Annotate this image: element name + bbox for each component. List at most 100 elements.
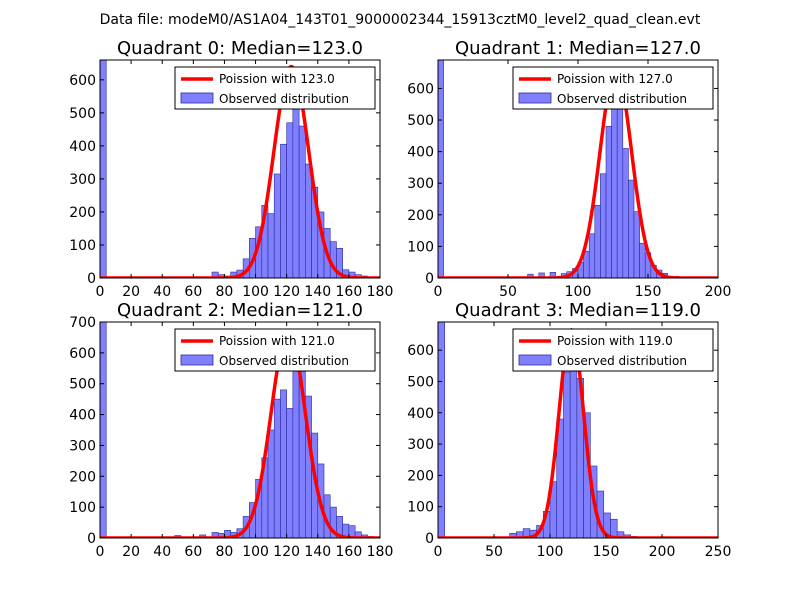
quadrant-1-bar-17 bbox=[633, 211, 640, 278]
quadrant-3-legend: Poission with 119.0 Observed distribution bbox=[512, 328, 714, 372]
quadrant-2-ytick-label: 400 bbox=[69, 408, 96, 424]
quadrant-2-xtick-label: 80 bbox=[216, 544, 234, 560]
quadrant-1-ytick-label: 300 bbox=[407, 176, 434, 192]
quadrant-1-bar-3 bbox=[549, 272, 556, 278]
quadrant-2-bar-16 bbox=[292, 352, 300, 538]
quadrant-2-panel: Quadrant 2: Median=121.00 20 40 60 80 100 120 1… bbox=[69, 300, 393, 560]
quadrant-0-bar-14 bbox=[292, 92, 300, 278]
quadrant-1-bar-13 bbox=[611, 81, 618, 278]
quadrant-1-ytick-label: 200 bbox=[407, 208, 434, 224]
quadrant-2-xtick-label: 180 bbox=[367, 544, 394, 560]
quadrant-2-legend: Poission with 121.0 Observed distribution bbox=[174, 328, 376, 372]
quadrant-1-panel: Quadrant 1: Median=127.0 0 50 100 150 200 0 100… bbox=[407, 38, 731, 300]
quadrant-1-bar-15 bbox=[622, 148, 629, 278]
quadrant-0-panel: Quadrant 0: Median=123.00 20 40 60 80 100 120 1… bbox=[69, 38, 393, 300]
quadrant-2-bar-12 bbox=[267, 429, 275, 538]
quadrant-0-ytick-label: 0 bbox=[87, 271, 96, 287]
quadrant-2-xtick-label: 160 bbox=[336, 544, 363, 560]
quadrant-2-xtick-label: 60 bbox=[184, 544, 202, 560]
quadrant-2-poisson-curve bbox=[100, 329, 380, 538]
quadrant-0-xtick-label: 160 bbox=[336, 284, 363, 300]
quadrant-1-ytick-label: 500 bbox=[407, 113, 434, 129]
quadrant-3-bar-10 bbox=[569, 349, 578, 538]
quadrant-0-ytick-label: 600 bbox=[69, 73, 96, 89]
quadrant-1-xtick-label: 50 bbox=[499, 284, 517, 300]
quadrant-2-xtick-label: 0 bbox=[96, 544, 105, 560]
quadrant-0-legend-bar-label: Observed distribution bbox=[219, 92, 349, 106]
quadrant-2-bar-14 bbox=[280, 389, 287, 538]
quadrant-3-xtick-label: 0 bbox=[434, 544, 443, 560]
quadrant-0-bar-16 bbox=[305, 163, 312, 278]
quadrant-1-bar-0 bbox=[438, 60, 444, 278]
quadrant-2-ytick-label: 700 bbox=[69, 315, 96, 331]
quadrant-1-ytick-label: 100 bbox=[407, 239, 434, 255]
quadrant-0-xtick-label: 0 bbox=[96, 284, 105, 300]
quadrant-0-legend: Poission with 123.0 Observed distribution bbox=[174, 66, 376, 110]
quadrant-0-xtick-label: 80 bbox=[216, 284, 234, 300]
quadrant-1-bar-1 bbox=[527, 273, 534, 278]
quadrant-2-xtick-label: 140 bbox=[304, 544, 331, 560]
quadrant-0-ytick-label: 300 bbox=[69, 172, 96, 188]
quadrant-0-bar-15 bbox=[298, 125, 306, 278]
quadrant-1-legend-bar-swatch bbox=[518, 92, 552, 104]
quadrant-1-bar-14 bbox=[616, 100, 624, 278]
quadrant-2-ytick-label: 0 bbox=[87, 531, 96, 547]
quadrant-0-ytick-label: 100 bbox=[69, 238, 96, 254]
quadrant-1-xtick-label: 100 bbox=[565, 284, 592, 300]
quadrant-0-legend-bar-swatch bbox=[180, 92, 214, 104]
quadrant-0-xtick-label: 20 bbox=[122, 284, 140, 300]
quadrant-2-xtick-label: 20 bbox=[122, 544, 140, 560]
quadrant-0-axes-frame bbox=[99, 59, 381, 279]
quadrant-3-xtick-label: 150 bbox=[593, 544, 620, 560]
quadrant-1-legend-curve-label: Poission with 127.0 bbox=[557, 72, 673, 86]
quadrant-0-bar-11 bbox=[273, 173, 281, 278]
quadrant-1-bar-16 bbox=[628, 179, 635, 278]
quadrant-1-bar-10 bbox=[594, 205, 601, 278]
quadrant-1-bar-9 bbox=[588, 233, 596, 278]
quadrant-0-xtick-label: 180 bbox=[367, 284, 394, 300]
quadrant-0-xtick-label: 120 bbox=[273, 284, 300, 300]
quadrant-0-xtick-label: 140 bbox=[304, 284, 331, 300]
quadrant-3-legend-bar-label: Observed distribution bbox=[557, 354, 687, 368]
quadrant-2-axes-frame bbox=[99, 321, 381, 539]
quadrant-3-ytick-label: 500 bbox=[407, 374, 434, 390]
quadrant-3-legend-curve-label: Poission with 119.0 bbox=[557, 334, 673, 348]
quadrant-1-legend: Poission with 127.0 Observed distribution bbox=[512, 66, 714, 110]
quadrant-3-xtick-label: 200 bbox=[649, 544, 676, 560]
quadrant-2-ytick-label: 300 bbox=[69, 438, 96, 454]
quadrant-0-bar-0 bbox=[100, 60, 107, 278]
quadrant-1-ytick-label: 0 bbox=[425, 271, 434, 287]
quadrant-1-xtick-label: 200 bbox=[705, 284, 732, 300]
quadrant-0-bar-12 bbox=[280, 143, 287, 278]
quadrant-0-plot-area bbox=[100, 60, 380, 278]
quadrant-3-xtick-label: 50 bbox=[485, 544, 503, 560]
quadrant-0-bar-10 bbox=[267, 213, 275, 278]
quadrant-0-bar-13 bbox=[286, 122, 294, 278]
quadrant-3-bar-0 bbox=[438, 322, 446, 538]
quadrant-0-legend-curve-label: Poission with 123.0 bbox=[219, 72, 335, 86]
quadrant-3-legend-bar-swatch bbox=[518, 354, 552, 366]
quadrant-2-legend-bar-label: Observed distribution bbox=[219, 354, 349, 368]
quadrant-2-bar-0 bbox=[100, 322, 107, 538]
quadrant-3-bar-16 bbox=[610, 518, 618, 538]
quadrant-1-xtick-label: 0 bbox=[434, 284, 443, 300]
quadrant-1-ytick-label: 400 bbox=[407, 145, 434, 161]
quadrant-0-ytick-label: 200 bbox=[69, 205, 96, 221]
quadrant-3-ytick-label: 400 bbox=[407, 406, 434, 422]
quadrant-1-bar-18 bbox=[639, 242, 646, 278]
figure-suptitle: Data file: modeM0/AS1A04_143T01_90000023… bbox=[100, 12, 701, 28]
quadrant-panels: Quadrant 0: Median=123.00 20 40 60 80 100 120 1… bbox=[69, 38, 731, 560]
quadrant-2-bar-13 bbox=[273, 398, 281, 538]
quadrant-2-legend-box bbox=[174, 328, 376, 372]
quadrant-1-legend-bar-label: Observed distribution bbox=[557, 92, 687, 106]
quadrant-1-ytick-label: 600 bbox=[407, 81, 434, 97]
quadrant-3-axes-frame bbox=[437, 321, 719, 539]
quadrant-2-ytick-label: 200 bbox=[69, 469, 96, 485]
quadrant-2-ytick-label: 600 bbox=[69, 346, 96, 362]
quadrant-3-ytick-label: 200 bbox=[407, 468, 434, 484]
quadrant-0-ytick-label: 500 bbox=[69, 106, 96, 122]
quadrant-2-ytick-label: 500 bbox=[69, 377, 96, 393]
quadrant-0-ytick-label: 400 bbox=[69, 139, 96, 155]
quadrant-1-title: Quadrant 1: Median=127.0 bbox=[455, 38, 701, 59]
